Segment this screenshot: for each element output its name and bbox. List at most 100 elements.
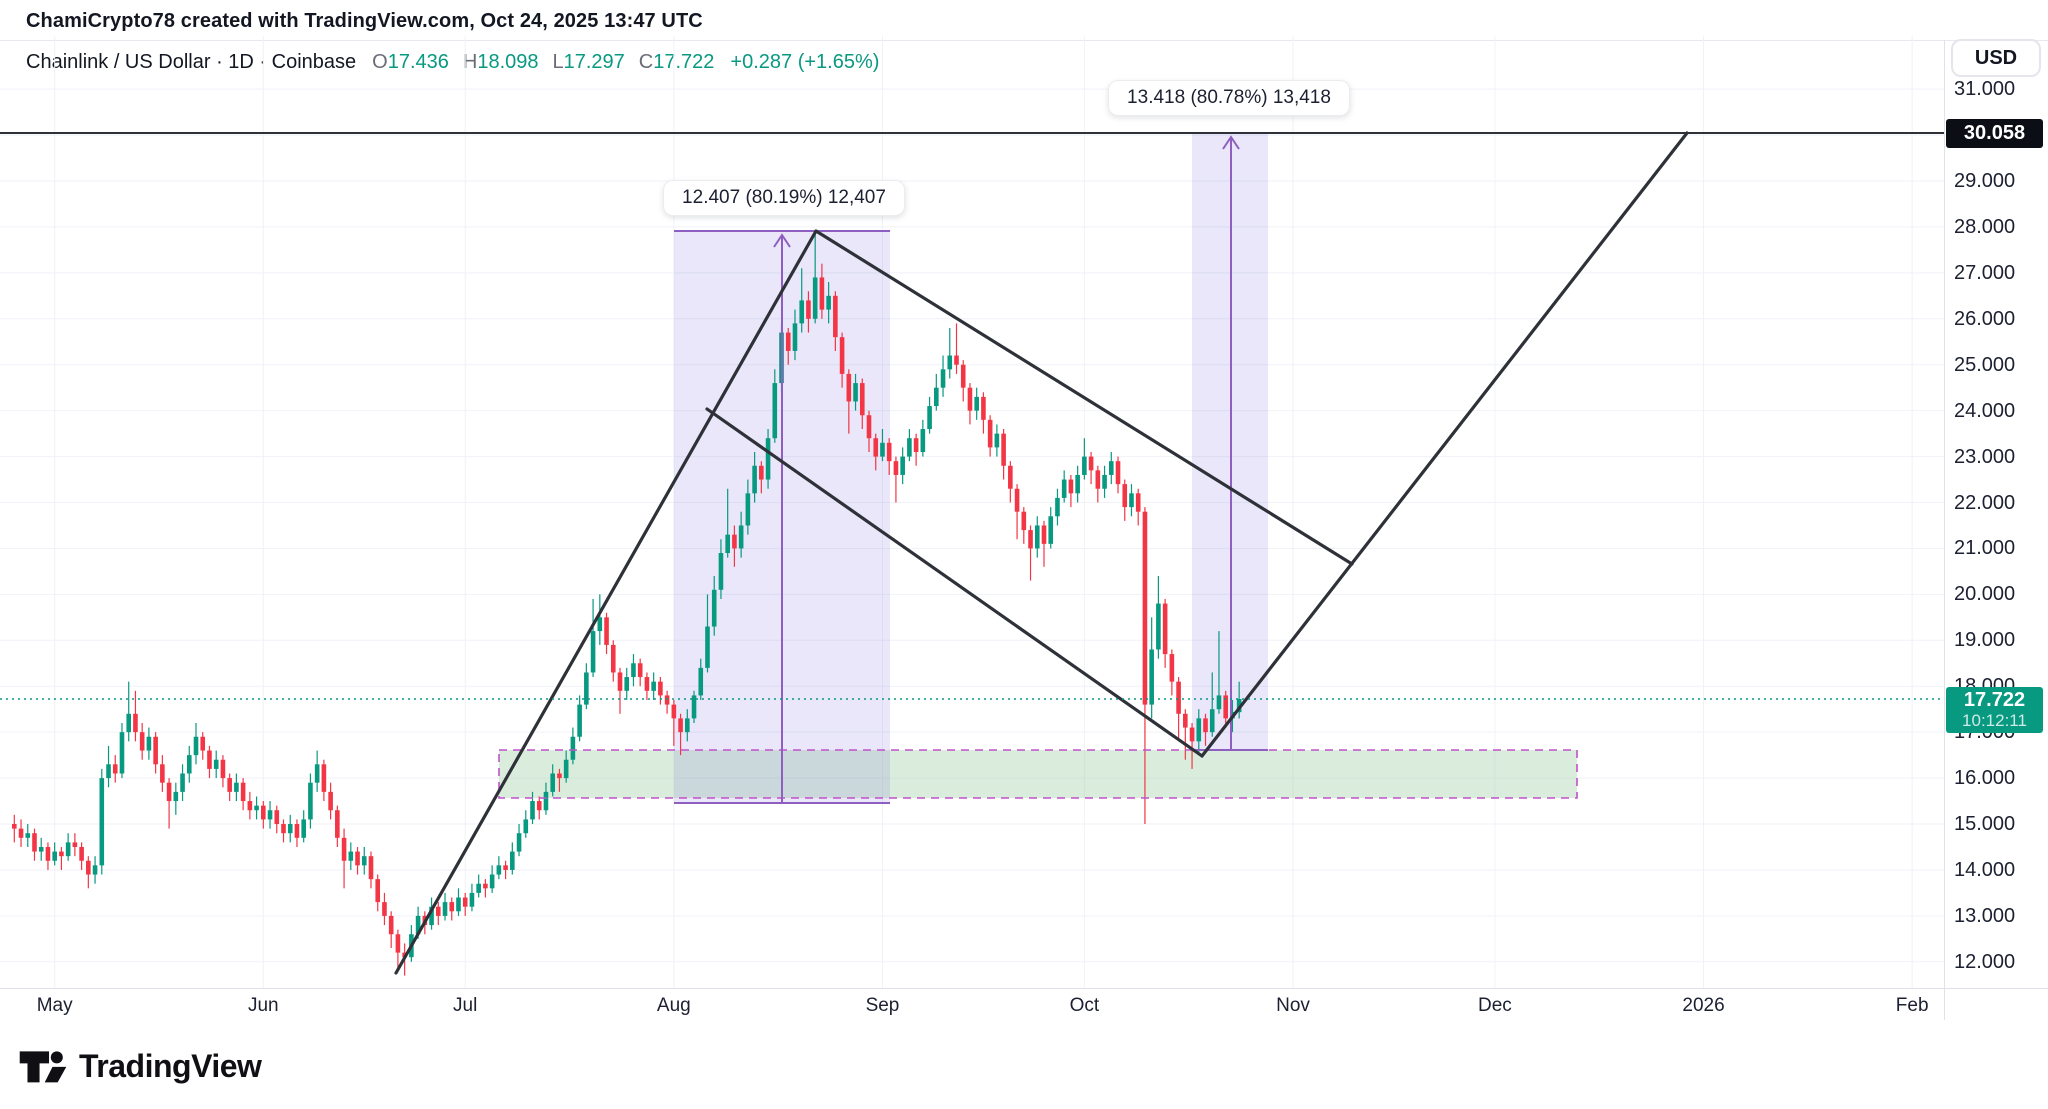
- candle-body: [375, 879, 381, 903]
- current-price-label: 17.722 10:12:11: [1946, 687, 2043, 733]
- price-tick-label: 12.000: [1954, 950, 2016, 973]
- candle-body: [981, 396, 986, 420]
- candle-body: [1203, 718, 1208, 733]
- candle-body: [45, 846, 51, 861]
- candle-body: [792, 323, 798, 351]
- ohlc-item: O17.436: [372, 51, 449, 73]
- ohlc-item: H18.098: [462, 51, 539, 73]
- currency-unit-button[interactable]: USD: [1951, 39, 2041, 77]
- candle-body: [1095, 470, 1101, 489]
- candle-body: [1209, 709, 1215, 733]
- candle-body: [859, 383, 865, 416]
- candle-body: [1055, 497, 1060, 517]
- candle-body: [510, 851, 515, 870]
- candle-body: [308, 782, 313, 820]
- time-tick-label: Nov: [1276, 995, 1310, 1016]
- candle-body: [119, 732, 125, 774]
- price-tick-label: 28.000: [1954, 215, 2016, 238]
- time-tick-label: Oct: [1069, 995, 1100, 1016]
- candlestick-chart-canvas[interactable]: [0, 36, 1944, 988]
- candle-body: [1223, 695, 1228, 719]
- range-measure-label[interactable]: 12.407 (80.19%) 12,407: [663, 180, 905, 216]
- time-axis-separator: [0, 988, 2048, 989]
- ohlc-item: L17.297: [552, 51, 625, 73]
- candle-body: [1129, 493, 1134, 508]
- candle-body: [873, 438, 879, 457]
- candle-body: [442, 902, 448, 916]
- candle-body: [166, 782, 172, 802]
- candle-body: [550, 773, 555, 792]
- price-tick-label: 15.000: [1954, 813, 2016, 836]
- candle-body: [745, 493, 751, 526]
- candle-body: [207, 750, 212, 769]
- time-tick-label: Aug: [656, 995, 691, 1016]
- candle-body: [395, 934, 401, 953]
- candle-body: [765, 438, 771, 480]
- header-divider: [0, 40, 2048, 41]
- trend-line-impulse-up: [394, 229, 818, 975]
- candle-body: [530, 801, 535, 820]
- candle-body: [65, 842, 71, 857]
- candle-body: [624, 677, 630, 691]
- candle-body: [18, 828, 24, 838]
- price-tick-label: 29.000: [1954, 170, 2016, 192]
- candle-body: [38, 846, 44, 852]
- candle-body: [483, 883, 488, 889]
- candle-body: [449, 902, 455, 912]
- candle-body: [886, 442, 892, 462]
- candle-body: [368, 856, 374, 880]
- tradingview-watermark: TradingView: [18, 1044, 262, 1088]
- price-tick-label: 24.000: [1954, 399, 2016, 422]
- candle-body: [651, 681, 656, 691]
- candle-body: [1176, 681, 1181, 714]
- price-tick-label: 31.000: [1954, 78, 2016, 101]
- candle-body: [173, 791, 179, 802]
- candle-body: [1115, 461, 1121, 485]
- candle-body: [153, 736, 158, 765]
- candle-body: [476, 883, 481, 893]
- candle-body: [355, 851, 360, 866]
- candle-body: [1088, 456, 1094, 471]
- candle-body: [382, 902, 387, 916]
- candle-body: [240, 782, 246, 802]
- candle-body: [261, 805, 266, 820]
- time-tick-label: Feb: [1895, 995, 1929, 1016]
- candle-body: [738, 525, 744, 549]
- symbol-title[interactable]: Chainlink / US Dollar · 1D · Coinbase: [26, 51, 357, 73]
- candle-body: [1001, 433, 1006, 466]
- candle-body: [341, 837, 347, 861]
- candle-body: [462, 897, 468, 907]
- candle-body: [913, 438, 919, 452]
- candle-body: [584, 672, 589, 705]
- candle-body: [1183, 713, 1188, 728]
- candle-body: [671, 704, 677, 719]
- candle-body: [1021, 511, 1027, 531]
- candle-body: [193, 736, 199, 756]
- candle-body: [974, 396, 979, 411]
- candle-body: [1135, 493, 1141, 512]
- price-tick-label: 16.000: [1954, 767, 2016, 790]
- candle-body: [186, 755, 192, 774]
- candle-body: [833, 295, 838, 338]
- candle-body: [496, 865, 502, 875]
- time-tick-label: Dec: [1477, 995, 1512, 1016]
- candle-body: [133, 713, 138, 733]
- candle-body: [994, 433, 1000, 448]
- candle-body: [12, 824, 17, 829]
- candle-body: [25, 833, 31, 838]
- candle-body: [388, 915, 394, 935]
- range-measure-label[interactable]: 13.418 (80.78%) 13,418: [1108, 80, 1350, 116]
- candle-body: [947, 355, 953, 370]
- candle-body: [920, 429, 926, 452]
- ohlc-values: O17.436 H18.098 L17.297 C17.722: [372, 51, 714, 74]
- target-price-label: 30.058: [1946, 119, 2043, 148]
- candle-body: [146, 736, 152, 751]
- candle-body: [1149, 649, 1154, 705]
- candle-body: [1196, 718, 1202, 742]
- candle-body: [1162, 603, 1168, 655]
- candle-body: [960, 364, 966, 388]
- candle-body: [597, 617, 603, 632]
- candle-body: [234, 782, 239, 792]
- candle-body: [321, 764, 327, 792]
- symbol-legend[interactable]: Chainlink / US Dollar · 1D · Coinbase O1…: [26, 51, 879, 74]
